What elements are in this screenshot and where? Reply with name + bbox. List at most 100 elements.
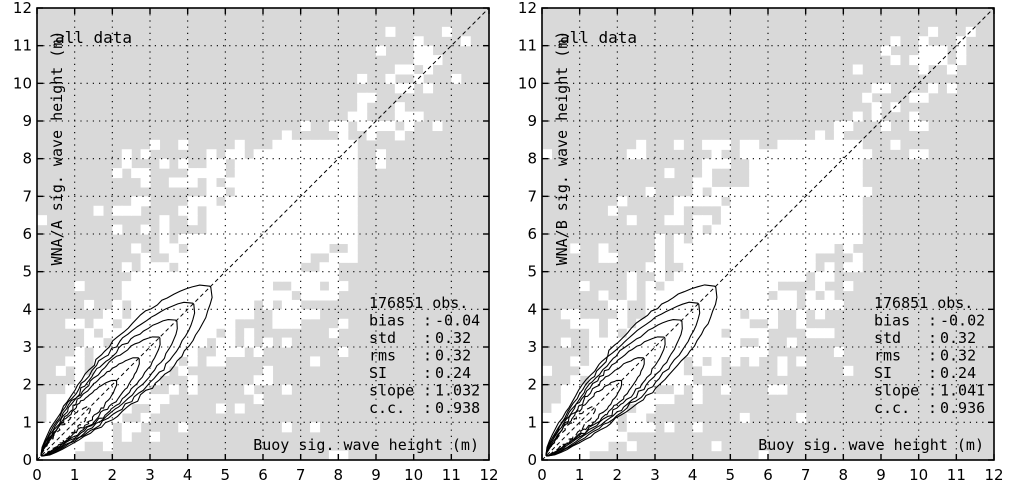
data-cell [805, 290, 816, 301]
data-cell [328, 205, 339, 216]
data-cell [244, 196, 255, 207]
data-cell [168, 281, 179, 292]
data-cell [253, 234, 264, 245]
data-cell [319, 262, 330, 273]
data-cell [673, 347, 684, 358]
data-cell [168, 384, 179, 395]
data-cell [178, 422, 189, 433]
data-cell [702, 234, 713, 245]
data-cell [626, 375, 637, 386]
data-cell [215, 224, 226, 235]
density-contour [545, 301, 701, 457]
data-cell [711, 347, 722, 358]
data-cell [112, 412, 123, 423]
data-cell [244, 384, 255, 395]
data-cell [291, 149, 302, 160]
data-cell [673, 365, 684, 376]
data-cell [749, 177, 760, 188]
data-cell [786, 271, 797, 282]
data-cell [140, 375, 151, 386]
data-cell [131, 347, 142, 358]
stat-label: c.c. [369, 399, 405, 417]
data-cell [749, 243, 760, 254]
data-cell [560, 337, 571, 348]
data-cell [626, 281, 637, 292]
data-cell [768, 224, 779, 235]
data-cell [655, 252, 666, 263]
data-cell [272, 252, 283, 263]
data-cell [159, 299, 170, 310]
data-cell [37, 431, 48, 442]
data-cell [319, 224, 330, 235]
data-cell [206, 243, 217, 254]
data-cell [300, 234, 311, 245]
data-cell [244, 252, 255, 263]
data-cell [215, 158, 226, 169]
data-cell [300, 139, 311, 150]
data-cell [607, 356, 618, 367]
data-cell [617, 309, 628, 320]
data-cell [46, 412, 57, 423]
x-tick-label: 4 [688, 466, 698, 484]
stat-value: 0.24 [940, 364, 976, 382]
data-cell [730, 215, 741, 226]
data-cell [702, 139, 713, 150]
data-cell [187, 384, 198, 395]
data-cell [215, 186, 226, 197]
data-cell [140, 271, 151, 282]
data-cell [890, 55, 901, 66]
data-cell [253, 271, 264, 282]
data-cell [833, 224, 844, 235]
data-cell [215, 205, 226, 216]
data-cell [683, 243, 694, 254]
data-cell [598, 243, 609, 254]
data-cell [918, 36, 929, 47]
data-cell [234, 215, 245, 226]
data-cell [683, 252, 694, 263]
data-cell [338, 186, 349, 197]
data-cell [702, 168, 713, 179]
data-cell [112, 356, 123, 367]
density-contour [545, 319, 683, 457]
data-cell [121, 403, 132, 414]
data-cell [84, 328, 95, 339]
data-cell [598, 422, 609, 433]
data-cell [852, 177, 863, 188]
data-cell [300, 196, 311, 207]
y-tick-label: 6 [527, 225, 537, 243]
x-tick-label: 10 [404, 466, 423, 484]
data-cell [178, 158, 189, 169]
data-cell [281, 139, 292, 150]
y-tick-label: 3 [22, 338, 32, 356]
data-cell [815, 215, 826, 226]
data-cell [683, 262, 694, 273]
data-cell [168, 299, 179, 310]
data-cell [739, 347, 750, 358]
data-cell [206, 158, 217, 169]
data-cell [645, 262, 656, 273]
data-cell [234, 168, 245, 179]
data-cell [178, 252, 189, 263]
data-cell [131, 168, 142, 179]
data-cell [711, 309, 722, 320]
data-cell [376, 149, 387, 160]
data-cell [121, 149, 132, 160]
data-cell [281, 318, 292, 329]
data-cell [852, 64, 863, 75]
data-cell [579, 431, 590, 442]
data-cell [730, 196, 741, 207]
data-cell [206, 271, 217, 282]
data-cell [291, 234, 302, 245]
stat-value: 0.938 [435, 399, 480, 417]
one-to-one-line [541, 7, 995, 461]
y-tick-label: 5 [527, 263, 537, 281]
x-tick-label: 11 [947, 466, 966, 484]
data-cell [272, 149, 283, 160]
data-cell [159, 158, 170, 169]
data-cell [121, 290, 132, 301]
data-cell [281, 309, 292, 320]
data-cell [711, 262, 722, 273]
data-cell [768, 252, 779, 263]
data-cell [376, 45, 387, 56]
